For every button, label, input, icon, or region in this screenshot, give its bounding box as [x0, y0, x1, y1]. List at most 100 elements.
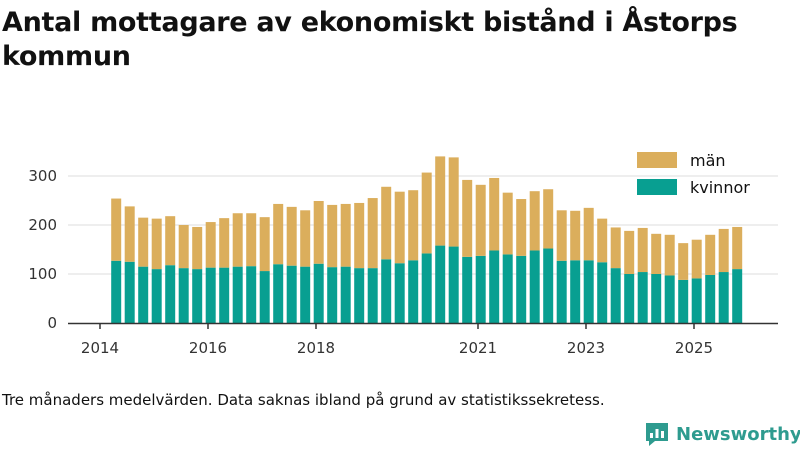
bar-man: [111, 198, 122, 261]
bar-kvinnor: [637, 272, 648, 323]
bar-man: [705, 234, 716, 275]
bar-kvinnor: [381, 259, 392, 323]
bar-man: [475, 184, 486, 256]
x-tick-label-2018: 2018: [297, 339, 335, 357]
bar-kvinnor: [691, 278, 702, 323]
bar-man: [232, 213, 243, 267]
bar-kvinnor: [192, 269, 203, 323]
bar-man: [624, 230, 635, 274]
bar-man: [219, 218, 230, 268]
x-tick-label-2023: 2023: [567, 339, 605, 357]
newsworthy-logo-icon: [646, 423, 668, 446]
bar-man: [529, 191, 540, 251]
bar-man: [516, 199, 527, 256]
bar-man: [664, 234, 675, 276]
bar-man: [246, 213, 257, 267]
bar-man: [556, 210, 567, 261]
bar-man: [286, 206, 297, 266]
bar-kvinnor: [718, 272, 729, 323]
bar-kvinnor: [313, 263, 324, 323]
bar-man: [583, 207, 594, 261]
bar-kvinnor: [597, 262, 608, 323]
legend-swatch-kvinnor: [637, 179, 677, 195]
bar-man: [502, 192, 513, 255]
bar-kvinnor: [408, 260, 419, 323]
bar-kvinnor: [475, 255, 486, 323]
bar-kvinnor: [543, 248, 554, 323]
bar-kvinnor: [516, 255, 527, 323]
bar-man: [543, 189, 554, 249]
bar-kvinnor: [489, 250, 500, 323]
bar-man: [448, 157, 459, 247]
footnote: Tre månaders medelvärden. Data saknas ib…: [2, 391, 605, 409]
bar-man: [718, 228, 729, 273]
bar-man: [637, 227, 648, 273]
bar-kvinnor: [529, 250, 540, 323]
bar-kvinnor: [232, 266, 243, 323]
x-tick-label-2025: 2025: [675, 339, 713, 357]
bar-kvinnor: [327, 267, 338, 323]
chart-title: Antal mottagare av ekonomiskt bistånd i …: [2, 7, 738, 72]
bar-kvinnor: [151, 269, 162, 323]
bar-man: [651, 233, 662, 274]
bar-kvinnor: [651, 274, 662, 323]
bar-man: [610, 227, 621, 269]
brand-logo: Newsworthy: [644, 420, 800, 448]
bar-man: [597, 218, 608, 263]
bar-man: [124, 206, 135, 262]
bar-man: [421, 172, 432, 254]
bar-man: [381, 186, 392, 260]
bar-kvinnor: [462, 256, 473, 323]
y-tick-label-100: 100: [28, 265, 57, 283]
bar-man: [259, 217, 270, 272]
bar-man: [165, 216, 176, 266]
bars: [111, 156, 743, 323]
x-tick-label-2021: 2021: [459, 339, 497, 357]
bar-kvinnor: [435, 245, 446, 323]
legend: män kvinnor: [637, 151, 750, 197]
bar-man: [678, 243, 689, 280]
bar-man: [340, 203, 351, 267]
x-tick-label-2014: 2014: [81, 339, 119, 357]
bar-kvinnor: [705, 274, 716, 323]
bar-man: [300, 210, 311, 267]
bar-kvinnor: [354, 268, 365, 323]
y-tick-label-300: 300: [28, 167, 57, 185]
bar-kvinnor: [502, 254, 513, 323]
bar-kvinnor: [300, 266, 311, 323]
bar-man: [394, 191, 405, 264]
bar-man: [462, 179, 473, 257]
bar-man: [570, 210, 581, 261]
legend-swatch-man: [637, 152, 677, 168]
bar-man: [313, 200, 324, 264]
legend-label-kvinnor: kvinnor: [690, 178, 750, 197]
bar-kvinnor: [138, 266, 149, 323]
bar-man: [408, 190, 419, 261]
bar-kvinnor: [624, 274, 635, 323]
bar-man: [192, 226, 203, 270]
bar-kvinnor: [246, 266, 257, 323]
bar-kvinnor: [178, 268, 189, 323]
bar-kvinnor: [583, 260, 594, 323]
bar-kvinnor: [111, 260, 122, 323]
bar-man: [367, 198, 378, 269]
bar-kvinnor: [286, 265, 297, 323]
bar-kvinnor: [205, 267, 216, 323]
y-tick-label-0: 0: [47, 314, 57, 332]
bar-kvinnor: [678, 279, 689, 323]
bar-man: [691, 239, 702, 279]
x-tick-label-2016: 2016: [189, 339, 227, 357]
bar-kvinnor: [367, 268, 378, 323]
bar-kvinnor: [124, 261, 135, 323]
bar-man: [327, 204, 338, 268]
bar-man: [138, 217, 149, 267]
bar-man: [435, 156, 446, 246]
legend-label-man: män: [690, 151, 726, 170]
bar-kvinnor: [732, 269, 743, 323]
y-tick-label-200: 200: [28, 216, 57, 234]
bar-man: [151, 218, 162, 270]
bar-kvinnor: [664, 275, 675, 323]
bar-kvinnor: [219, 267, 230, 323]
bar-man: [732, 226, 743, 270]
